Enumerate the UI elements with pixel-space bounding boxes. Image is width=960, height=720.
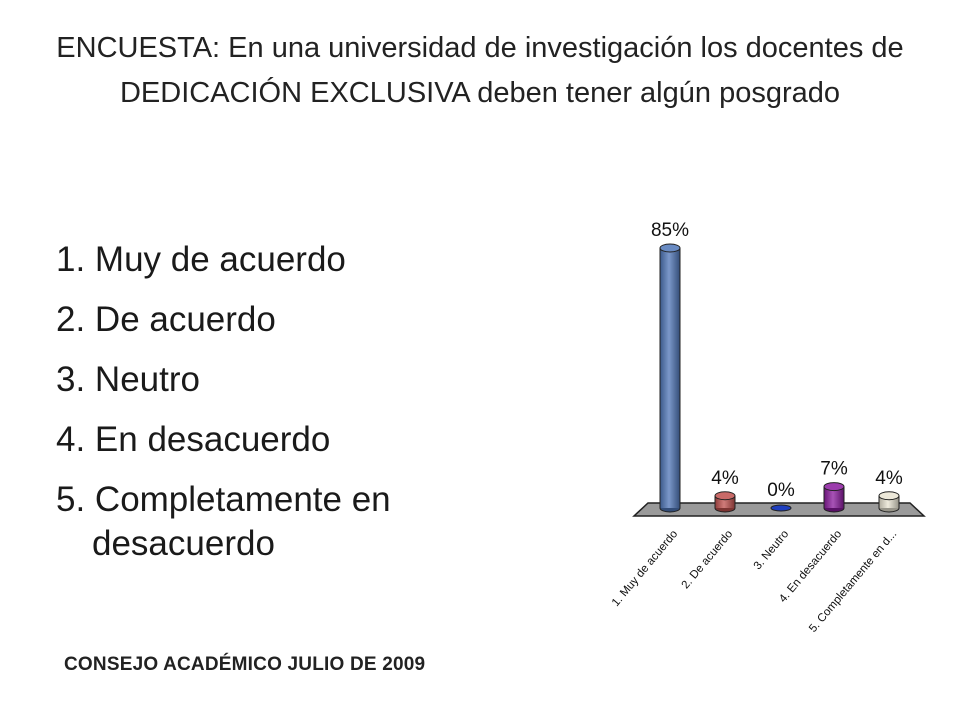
option-4: 4. En desacuerdo — [56, 420, 331, 459]
bar-value-label: 7% — [820, 459, 848, 480]
category-tick-label: 3. Neutro — [752, 528, 792, 572]
option-2: 2. De acuerdo — [56, 300, 276, 339]
option-1: 1. Muy de acuerdo — [56, 240, 346, 279]
bar-value-label: 0% — [767, 480, 795, 501]
bar — [878, 491, 900, 513]
bar — [823, 482, 845, 513]
option-3: 3. Neutro — [56, 360, 200, 399]
bar — [770, 504, 792, 512]
bar — [714, 491, 736, 513]
bar-value-label: 4% — [875, 468, 903, 489]
footer-note: CONSEJO ACADÉMICO JULIO DE 2009 — [64, 654, 426, 675]
bar — [659, 243, 681, 513]
answer-options-list: 1. Muy de acuerdo 2. De acuerdo 3. Neutr… — [56, 238, 476, 582]
option-5: 5. Completamente en desacuerdo — [56, 480, 391, 563]
category-tick-label: 2. De acuerdo — [680, 528, 736, 591]
category-tick-label: 1. Muy de acuerdo — [610, 528, 680, 609]
bar-value-label: 85% — [651, 220, 689, 241]
bar-value-label: 4% — [711, 468, 739, 489]
slide-title: ENCUESTA: En una universidad de investig… — [56, 32, 904, 109]
